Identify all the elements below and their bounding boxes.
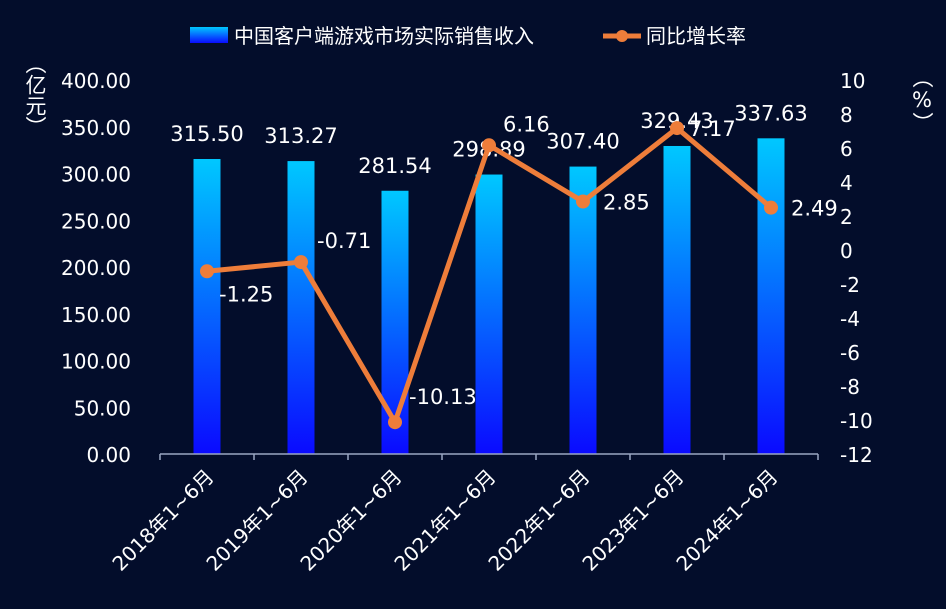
right-axis-title: （%） xyxy=(910,67,934,133)
bar-value-label: 281.54 xyxy=(358,154,431,178)
left-tick-label: 150.00 xyxy=(61,303,131,327)
bar xyxy=(663,145,691,454)
growth-value-label: 7.17 xyxy=(689,117,736,141)
growth-point xyxy=(764,200,778,215)
right-tick-label: -2 xyxy=(840,273,860,297)
bar xyxy=(193,159,221,454)
left-tick-label: 200.00 xyxy=(61,256,131,280)
left-tick-label: 50.00 xyxy=(74,396,131,420)
growth-point xyxy=(294,255,308,270)
right-tick-label: -6 xyxy=(840,341,860,365)
bar-value-label: 329.43 xyxy=(640,109,713,133)
bar-value-label: 313.27 xyxy=(264,124,337,148)
right-tick-label: 2 xyxy=(840,205,853,229)
right-tick-label: 6 xyxy=(840,137,853,161)
legend-line-marker xyxy=(616,30,628,42)
left-tick-label: 300.00 xyxy=(61,163,131,187)
legend-line-label: 同比增长率 xyxy=(646,24,746,48)
right-tick-label: -4 xyxy=(840,307,860,331)
bars xyxy=(193,138,785,455)
right-tick-label: 0 xyxy=(840,239,853,263)
left-tick-label: 400.00 xyxy=(61,69,131,93)
bar xyxy=(757,138,785,454)
legend-bar-swatch xyxy=(190,27,228,43)
bar-value-label: 315.50 xyxy=(170,122,243,146)
right-tick-label: -12 xyxy=(840,443,873,467)
growth-value-label: 6.16 xyxy=(503,112,550,136)
legend: 中国客户端游戏市场实际销售收入 同比增长率 xyxy=(190,24,746,48)
right-tick-label: 8 xyxy=(840,103,853,127)
growth-point xyxy=(670,121,684,136)
bar-value-label: 307.40 xyxy=(546,130,619,154)
legend-bar-label: 中国客户端游戏市场实际销售收入 xyxy=(234,24,534,48)
growth-point xyxy=(576,194,590,209)
right-tick-label: 10 xyxy=(840,69,865,93)
growth-value-label: -10.13 xyxy=(409,385,477,409)
growth-point xyxy=(482,138,496,153)
left-tick-label: 0.00 xyxy=(86,443,131,467)
growth-value-label: 2.85 xyxy=(603,191,650,215)
growth-point xyxy=(388,415,402,430)
left-axis-title: （亿元） xyxy=(23,53,47,137)
bar xyxy=(475,174,503,455)
left-tick-label: 100.00 xyxy=(61,350,131,374)
left-axis-ticks: 0.00 50.00 100.00 150.00 200.00 250.00 300.00 3… xyxy=(61,69,131,467)
growth-value-label: -0.71 xyxy=(317,229,371,253)
right-tick-label: -8 xyxy=(840,375,860,399)
growth-point xyxy=(200,264,214,279)
right-tick-label: 4 xyxy=(840,171,853,195)
growth-line xyxy=(200,121,778,430)
bar-value-label: 337.63 xyxy=(734,101,807,125)
bar xyxy=(287,161,315,455)
x-axis-ticks: 2018年1~6月2019年1~6月2020年1~6月2021年1~6月2022… xyxy=(107,454,819,576)
bar xyxy=(569,166,597,454)
growth-value-label: 2.49 xyxy=(791,197,838,221)
growth-labels: -1.25 -0.71 -10.13 6.16 2.85 7.17 2.49 xyxy=(219,112,838,409)
left-tick-label: 350.00 xyxy=(61,116,131,140)
growth-value-label: -1.25 xyxy=(219,282,273,306)
right-tick-label: -10 xyxy=(840,409,873,433)
right-axis-ticks: -12 -10 -8 -6 -4 -2 0 2 4 6 8 10 xyxy=(840,69,873,467)
left-tick-label: 250.00 xyxy=(61,209,131,233)
